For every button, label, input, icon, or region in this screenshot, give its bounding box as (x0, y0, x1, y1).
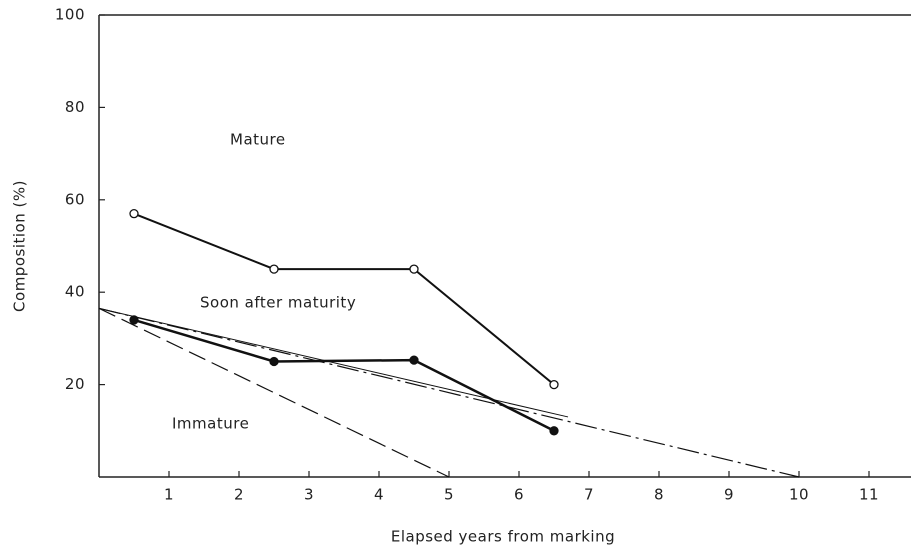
y-tick-label: 40 (65, 283, 85, 301)
data-point (409, 264, 419, 274)
annotation: Soon after maturity (200, 294, 356, 312)
x-tick-label: 2 (234, 486, 244, 504)
x-tick-label: 8 (654, 486, 664, 504)
data-point (549, 379, 559, 390)
x-tick-label: 11 (859, 486, 879, 504)
y-tick-label: 60 (65, 190, 85, 208)
y-tick-label: 100 (55, 6, 85, 24)
y-tick-label: 20 (65, 375, 85, 393)
series-line (98, 307, 800, 478)
data-point (549, 426, 559, 436)
x-axis-label: Elapsed years from marking (391, 528, 615, 546)
annotation: Mature (230, 131, 286, 149)
y-axis-label: Composition (%) (11, 180, 29, 312)
x-tick-label: 7 (584, 486, 594, 504)
x-tick-label: 5 (444, 486, 454, 504)
series-line (98, 307, 450, 478)
data-point (129, 315, 139, 325)
series-line (98, 307, 569, 418)
x-tick-label: 4 (374, 486, 384, 504)
y-tick-label: 80 (65, 98, 85, 116)
series-line (133, 318, 555, 432)
data-point (269, 264, 279, 274)
x-tick-label: 3 (304, 486, 314, 504)
data-point (129, 209, 139, 219)
data-point (269, 356, 279, 367)
x-tick-label: 6 (514, 486, 524, 504)
x-tick-label: 10 (789, 486, 809, 504)
annotation: Immature (172, 415, 249, 433)
x-tick-label: 9 (724, 486, 734, 504)
x-tick-label: 1 (164, 486, 174, 504)
series-line (133, 212, 555, 386)
data-point (409, 355, 419, 365)
